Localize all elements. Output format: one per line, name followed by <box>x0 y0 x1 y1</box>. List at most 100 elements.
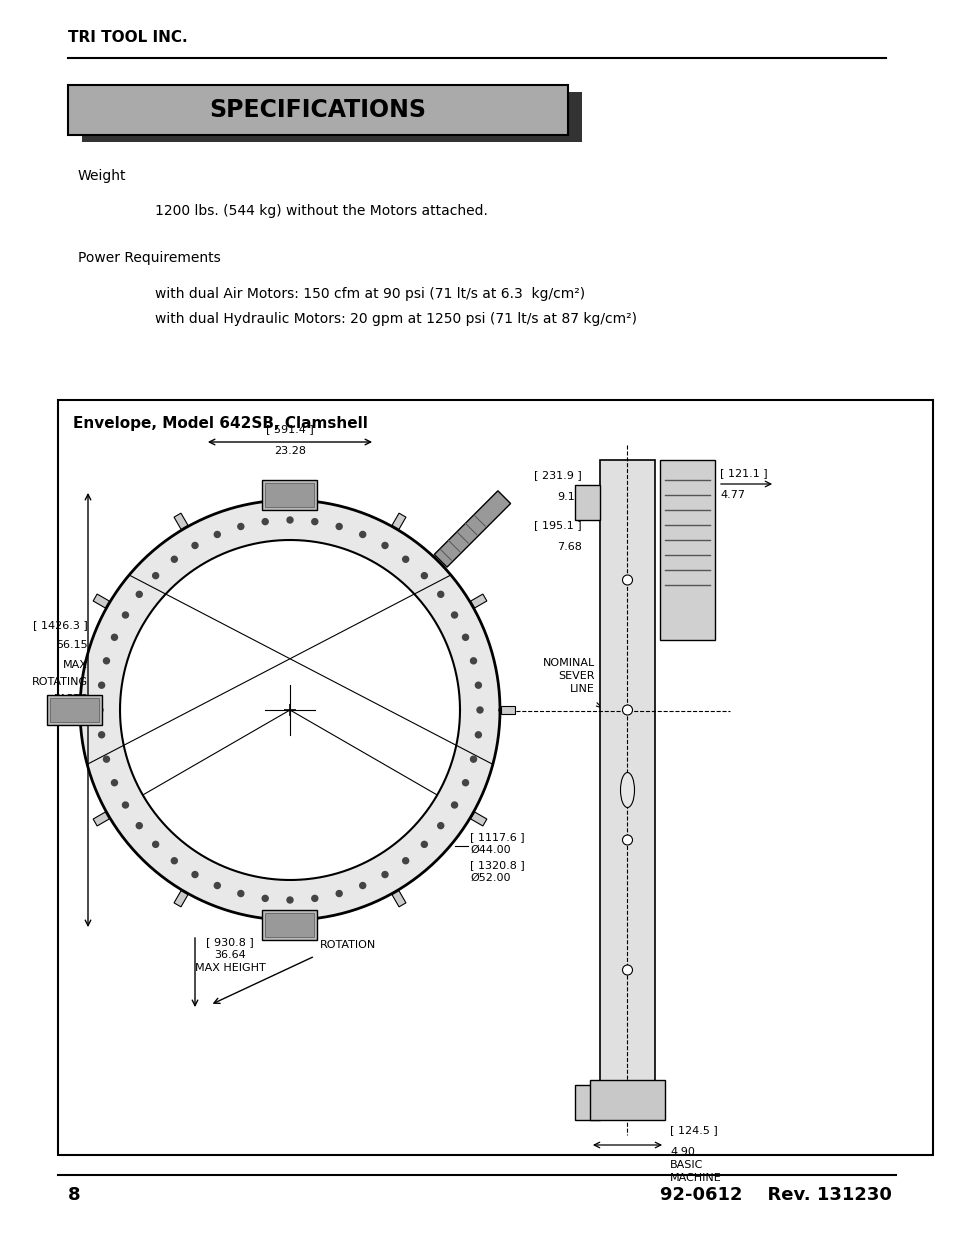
Text: [ 1117.6 ]: [ 1117.6 ] <box>470 832 524 842</box>
Circle shape <box>437 823 443 829</box>
Bar <box>173 514 188 530</box>
Circle shape <box>476 706 482 713</box>
Bar <box>392 514 406 530</box>
Circle shape <box>152 841 158 847</box>
Circle shape <box>136 823 142 829</box>
Text: SPECIFICATIONS: SPECIFICATIONS <box>210 98 426 122</box>
Bar <box>265 913 314 937</box>
Text: 7.68: 7.68 <box>557 542 581 552</box>
Bar <box>434 490 510 567</box>
Bar <box>65 706 79 714</box>
Circle shape <box>622 965 632 974</box>
Ellipse shape <box>619 773 634 808</box>
Circle shape <box>359 883 365 888</box>
Circle shape <box>172 556 177 562</box>
Text: ROTATION: ROTATION <box>319 940 375 950</box>
Circle shape <box>622 576 632 585</box>
Bar <box>265 483 314 508</box>
Text: 23.28: 23.28 <box>274 446 306 456</box>
Circle shape <box>97 706 103 713</box>
Text: Power Requirements: Power Requirements <box>78 251 220 266</box>
Circle shape <box>152 573 158 579</box>
Bar <box>470 813 486 826</box>
Text: 4.90: 4.90 <box>669 1147 694 1157</box>
Circle shape <box>136 592 142 598</box>
Text: [ 930.8 ]: [ 930.8 ] <box>206 937 253 947</box>
Circle shape <box>335 524 342 530</box>
Text: [ 591.4 ]: [ 591.4 ] <box>266 424 314 433</box>
Text: [ 121.1 ]: [ 121.1 ] <box>720 468 767 478</box>
Circle shape <box>120 540 459 881</box>
Bar <box>58 400 932 1155</box>
Text: MAX: MAX <box>63 659 88 671</box>
Circle shape <box>451 613 457 618</box>
Circle shape <box>381 542 388 548</box>
Text: TRI TOOL INC.: TRI TOOL INC. <box>68 30 188 44</box>
Circle shape <box>192 542 198 548</box>
Bar <box>659 459 714 640</box>
Circle shape <box>112 635 117 640</box>
Bar <box>392 890 406 906</box>
Circle shape <box>470 756 476 762</box>
Circle shape <box>98 682 105 688</box>
Bar <box>93 594 110 608</box>
Circle shape <box>475 682 481 688</box>
Bar <box>173 890 188 906</box>
Text: [ 195.1 ]: [ 195.1 ] <box>534 520 581 530</box>
Bar <box>599 459 655 1120</box>
Circle shape <box>622 835 632 845</box>
Bar <box>93 813 110 826</box>
Bar <box>48 695 102 725</box>
Circle shape <box>462 779 468 785</box>
Circle shape <box>622 705 632 715</box>
Circle shape <box>262 895 268 902</box>
Circle shape <box>421 573 427 579</box>
Circle shape <box>312 519 317 525</box>
Bar <box>262 910 317 940</box>
Circle shape <box>402 556 408 562</box>
Bar <box>262 480 317 510</box>
Text: 9.13: 9.13 <box>557 492 581 501</box>
Text: Ø44.00: Ø44.00 <box>470 845 510 855</box>
Circle shape <box>475 732 481 737</box>
Bar <box>500 706 515 714</box>
Bar <box>575 485 599 520</box>
Circle shape <box>287 897 293 903</box>
Circle shape <box>192 872 198 878</box>
Text: 92-0612    Rev. 131230: 92-0612 Rev. 131230 <box>659 1186 891 1204</box>
Text: MACHINE: MACHINE <box>669 1173 721 1183</box>
Text: 8: 8 <box>68 1186 81 1204</box>
Circle shape <box>103 658 110 664</box>
Text: 4.77: 4.77 <box>720 490 744 500</box>
Text: BASIC: BASIC <box>669 1160 702 1170</box>
Text: SEVER: SEVER <box>558 671 595 680</box>
Circle shape <box>172 858 177 863</box>
Bar <box>286 921 294 935</box>
Circle shape <box>103 756 110 762</box>
Text: Weight: Weight <box>78 169 127 183</box>
Circle shape <box>287 517 293 522</box>
Circle shape <box>214 883 220 888</box>
Circle shape <box>80 500 499 920</box>
Text: MAX HEIGHT: MAX HEIGHT <box>194 963 265 973</box>
Circle shape <box>437 592 443 598</box>
Circle shape <box>470 658 476 664</box>
Circle shape <box>421 841 427 847</box>
Bar <box>575 1086 599 1120</box>
Text: Ø52.00: Ø52.00 <box>470 873 510 883</box>
Circle shape <box>462 635 468 640</box>
Bar <box>51 698 99 722</box>
Circle shape <box>98 732 105 737</box>
Circle shape <box>214 531 220 537</box>
Text: [ 1320.8 ]: [ 1320.8 ] <box>470 860 524 869</box>
Text: ROTATING: ROTATING <box>31 677 88 687</box>
Text: [ 1426.3 ]: [ 1426.3 ] <box>33 620 88 630</box>
Text: with dual Air Motors: 150 cfm at 90 psi (71 lt/s at 6.3  kg/cm²): with dual Air Motors: 150 cfm at 90 psi … <box>154 287 584 301</box>
Circle shape <box>122 802 129 808</box>
Circle shape <box>402 858 408 863</box>
Circle shape <box>359 531 365 537</box>
Bar <box>82 91 581 142</box>
Text: with dual Hydraulic Motors: 20 gpm at 1250 psi (71 lt/s at 87 kg/cm²): with dual Hydraulic Motors: 20 gpm at 12… <box>154 312 637 326</box>
Text: 36.64: 36.64 <box>213 950 246 960</box>
Circle shape <box>112 779 117 785</box>
